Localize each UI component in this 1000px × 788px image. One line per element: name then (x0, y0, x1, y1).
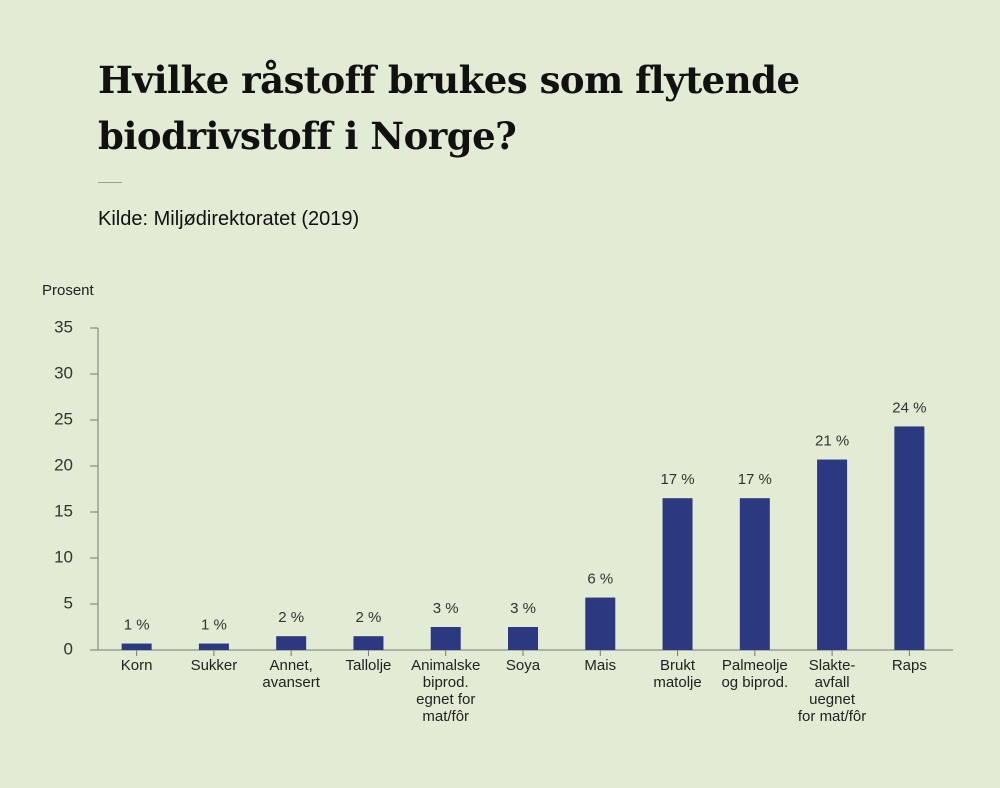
bar (508, 627, 538, 650)
bar (198, 643, 229, 650)
value-label: 1 % (201, 617, 227, 634)
x-tick-label: Tallolje (345, 657, 392, 674)
y-tick-label: 15 (54, 501, 73, 520)
y-tick-label: 30 (54, 363, 73, 382)
x-tick-label: Animalske biprod. egnet for mat/fôr (411, 657, 481, 725)
y-tick-label: 20 (54, 455, 73, 474)
value-label: 3 % (433, 600, 459, 617)
bar (585, 597, 616, 650)
value-label: 3 % (510, 600, 536, 617)
bar (739, 498, 770, 650)
bar (662, 498, 693, 650)
bar (430, 627, 461, 650)
subtitle: Kilde: Miljødirektoratet (2019) (98, 208, 360, 230)
value-label: 24 % (892, 399, 926, 416)
x-tick-label: Korn (120, 657, 153, 674)
x-tick-label: Annet, avansert (262, 657, 320, 691)
y-tick-label: 5 (64, 593, 73, 612)
bar (121, 643, 152, 650)
value-label: 6 % (587, 571, 613, 588)
value-label: 21 % (815, 433, 849, 450)
y-tick-label: 25 (54, 409, 73, 428)
x-tick-label: Soya (505, 657, 541, 674)
x-tick-label: Mais (584, 657, 617, 674)
value-label: 17 % (660, 471, 694, 488)
value-label: 2 % (278, 609, 304, 626)
divider (98, 182, 122, 183)
value-label: 1 % (124, 617, 150, 634)
y-tick-label: 35 (54, 317, 73, 336)
x-tick-label: Palmeolje og biprod. (721, 657, 789, 691)
y-tick-label: 0 (64, 639, 73, 658)
chart-title: Hvilke råstoff brukes som flytende biodr… (98, 58, 800, 158)
value-label: 17 % (738, 471, 772, 488)
bar (817, 459, 848, 650)
y-tick-label: 10 (54, 547, 73, 566)
x-tick-label: Brukt matolje (653, 657, 702, 691)
value-label: 2 % (356, 609, 382, 626)
x-tick-label: Slakte- avfall uegnet for mat/fôr (797, 657, 867, 725)
x-tick-label: Sukker (190, 657, 238, 674)
y-axis-label: Prosent (42, 282, 94, 299)
x-tick-label: Raps (891, 657, 927, 674)
bar (353, 636, 384, 650)
bar (276, 636, 307, 650)
bar (894, 426, 925, 650)
